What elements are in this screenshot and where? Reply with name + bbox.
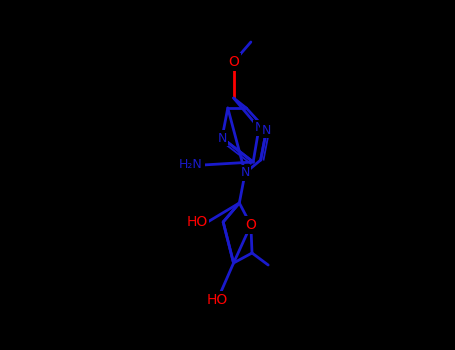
Text: N: N [254, 121, 263, 134]
Text: H₂N: H₂N [179, 159, 203, 172]
Text: HO: HO [187, 215, 207, 229]
Text: O: O [228, 55, 239, 69]
Text: O: O [245, 218, 256, 232]
Text: HO: HO [207, 293, 228, 307]
Text: N: N [262, 124, 271, 136]
Text: N: N [217, 132, 227, 145]
Text: N: N [240, 167, 250, 180]
